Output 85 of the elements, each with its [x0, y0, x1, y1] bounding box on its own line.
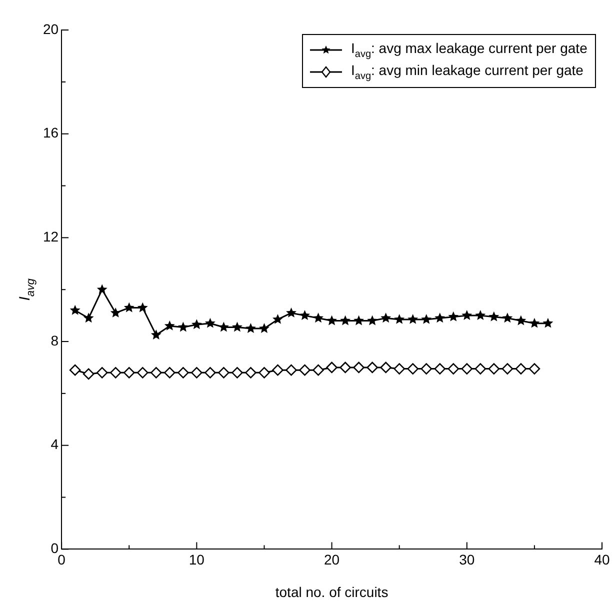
point [474, 363, 486, 374]
point [407, 363, 418, 374]
point [515, 363, 527, 374]
point [178, 322, 188, 332]
point [340, 315, 351, 326]
point [259, 323, 270, 333]
point [354, 315, 364, 326]
point [191, 319, 202, 330]
point [461, 363, 473, 374]
point [96, 367, 108, 378]
point [164, 320, 175, 330]
point [394, 363, 405, 374]
x-axis-title: total no. of circuits [275, 584, 388, 600]
point [420, 363, 432, 374]
y-tick-label: 12 [42, 228, 59, 245]
point [340, 362, 351, 374]
point [312, 364, 324, 376]
y-tick-label: 16 [42, 124, 59, 141]
point [123, 367, 135, 378]
y-tick-label: 0 [50, 540, 59, 556]
y-tick-label: 8 [50, 332, 59, 348]
point [408, 314, 418, 324]
x-tick-label: 30 [459, 551, 475, 568]
point [529, 318, 540, 328]
point [462, 310, 472, 320]
point [300, 310, 310, 320]
point [69, 364, 81, 376]
point [137, 302, 148, 312]
point [136, 367, 148, 378]
point [542, 318, 554, 328]
point [96, 284, 108, 294]
point [394, 314, 405, 324]
point [528, 363, 540, 374]
y-tick-label: 4 [50, 436, 59, 452]
x-tick-label: 40 [594, 551, 610, 568]
point [448, 311, 459, 322]
y-tick-label: 20 [42, 20, 59, 37]
point [232, 322, 242, 332]
point [82, 368, 94, 380]
point [70, 304, 80, 315]
point [434, 312, 446, 323]
point [124, 302, 134, 312]
point [150, 330, 162, 340]
point [245, 367, 256, 378]
point [326, 362, 338, 374]
y-axis-title: Iavg [16, 278, 38, 301]
point [421, 314, 432, 324]
point [272, 364, 284, 376]
point [232, 367, 243, 378]
point [204, 367, 216, 378]
point [367, 315, 378, 326]
point [488, 363, 500, 374]
point [218, 322, 229, 332]
point [178, 367, 189, 378]
point [516, 315, 526, 326]
point [83, 312, 94, 323]
point [475, 310, 486, 320]
point [286, 364, 297, 376]
point [326, 315, 338, 326]
point [299, 364, 310, 376]
point [502, 312, 513, 323]
point [218, 367, 230, 378]
point [272, 314, 283, 324]
legend-label: I$_{avg}$: avg max leakage current per gate [351, 40, 588, 60]
point [150, 367, 162, 378]
point [380, 312, 392, 323]
point [191, 367, 202, 378]
point [366, 362, 378, 374]
point [380, 362, 392, 374]
point [502, 363, 514, 374]
point [245, 323, 256, 333]
point [110, 307, 121, 318]
point [204, 318, 216, 328]
point [164, 367, 176, 378]
x-tick-label: 20 [324, 551, 340, 568]
x-tick-label: 10 [188, 551, 205, 568]
point [353, 362, 364, 374]
point [448, 363, 460, 374]
point [258, 367, 270, 378]
point [313, 312, 324, 323]
point [488, 311, 500, 322]
legend-label: I$_{avg}$: avg min leakage current per gate [351, 62, 584, 82]
point [110, 367, 122, 378]
point [286, 307, 296, 318]
point [434, 363, 446, 374]
